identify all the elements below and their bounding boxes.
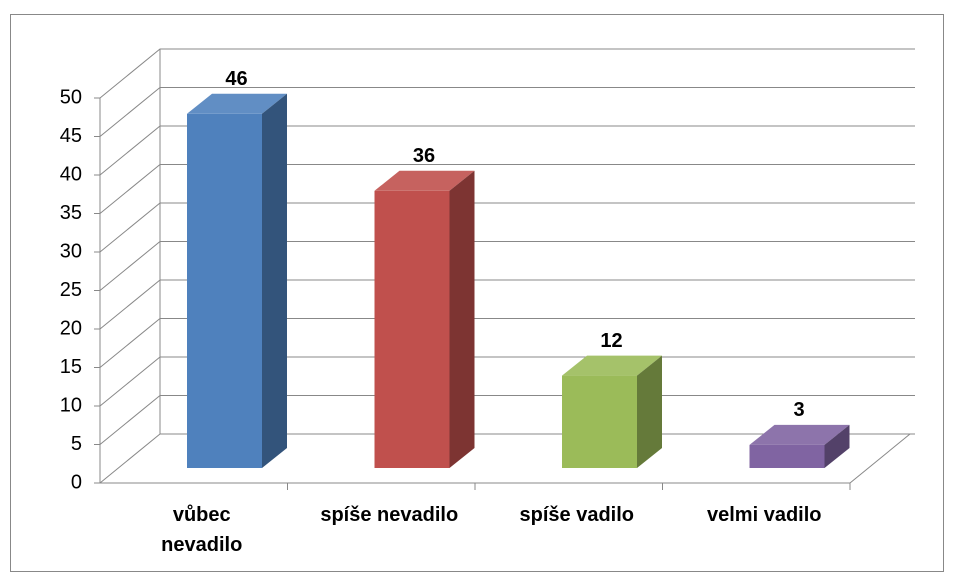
- y-tick-label: 10: [60, 394, 82, 416]
- bar-side: [824, 424, 850, 468]
- bar-top: [749, 424, 850, 445]
- grid-line: [99, 241, 915, 291]
- x-tick-label: velmi vadilo: [707, 504, 822, 526]
- data-label: 36: [413, 145, 435, 167]
- y-tick-label: 35: [60, 202, 82, 224]
- grid-line: [99, 164, 915, 214]
- bar-side: [262, 93, 287, 469]
- bar-top: [187, 93, 287, 114]
- bar: [562, 375, 637, 468]
- y-tick-label: 25: [60, 279, 82, 301]
- floor-edge: [849, 433, 911, 484]
- y-tick-label: 20: [60, 317, 82, 339]
- grid-line: [99, 433, 915, 484]
- chart-border: [10, 14, 944, 572]
- grid-line: [99, 395, 915, 445]
- y-tick-label: 15: [60, 356, 82, 378]
- bar-top: [374, 170, 475, 191]
- x-tick-label: spíše vadilo: [519, 504, 635, 526]
- y-tick-label: 0: [71, 471, 82, 493]
- bar-side: [637, 355, 662, 468]
- y-tick-label: 30: [60, 240, 82, 262]
- bar-top: [562, 355, 662, 376]
- grid-line: [99, 202, 915, 253]
- data-label: 46: [225, 68, 247, 90]
- data-label: 3: [793, 399, 804, 421]
- bar: [187, 113, 262, 469]
- grid-line: [99, 87, 915, 137]
- bar: [749, 444, 825, 468]
- grid-line: [99, 318, 915, 368]
- y-tick-label: 5: [71, 433, 82, 455]
- grid-line: [99, 48, 915, 99]
- y-tick-label: 40: [60, 163, 82, 185]
- y-tick-label: 50: [60, 86, 82, 108]
- grid-line: [99, 279, 915, 330]
- x-tick-label: vůbec nevadilo: [161, 504, 243, 556]
- y-tick-label: 45: [60, 125, 82, 147]
- grid-line: [99, 356, 915, 407]
- bar: [374, 190, 450, 469]
- grid-line: [99, 125, 915, 176]
- data-label: 12: [600, 330, 622, 352]
- x-tick-label: spíše nevadilo: [320, 504, 459, 526]
- bar-side: [449, 170, 475, 469]
